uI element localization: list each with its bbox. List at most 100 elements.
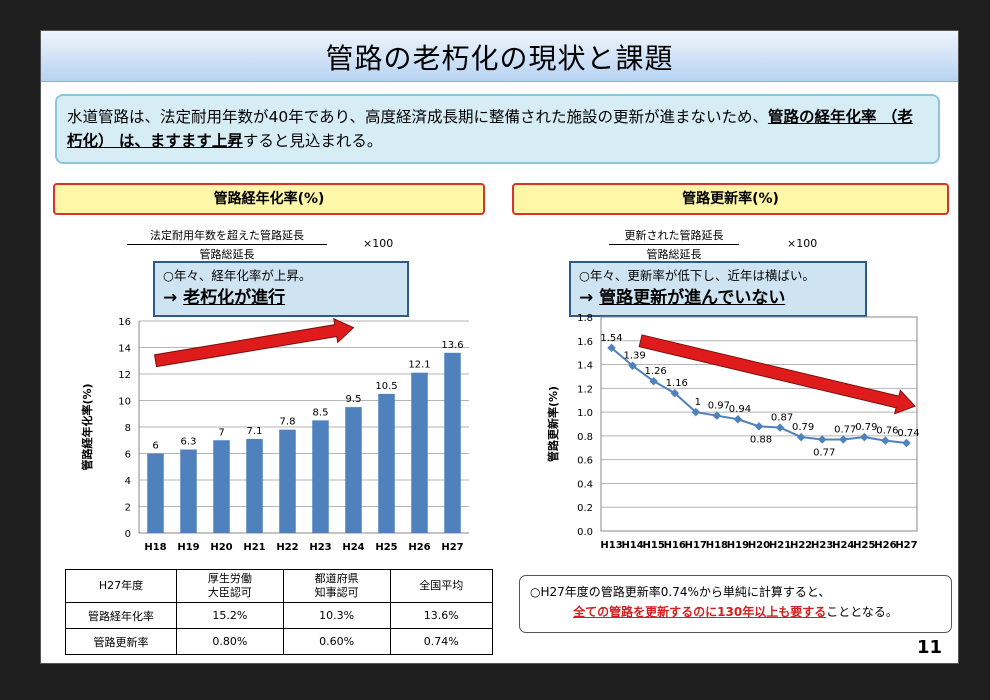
y-tick-label: 6 xyxy=(125,450,131,461)
data-label: 0.74 xyxy=(897,428,919,439)
table-cell: 15.2% xyxy=(176,602,284,629)
renewal-note-line2: → 管路更新が進んでいない xyxy=(579,286,857,310)
x-tick-label: H18 xyxy=(144,542,166,553)
data-label: 7 xyxy=(218,427,224,438)
table-header-cell: H27年度 xyxy=(64,569,178,603)
bar xyxy=(411,372,428,533)
data-point xyxy=(817,435,827,444)
x-tick-label: H14 xyxy=(621,540,643,551)
aging-formula-numerator: 法定耐用年数を超えた管路延長 xyxy=(127,227,327,245)
y-tick-label: 0.0 xyxy=(577,527,593,538)
x-tick-label: H20 xyxy=(210,542,232,553)
data-point xyxy=(628,361,637,370)
data-point xyxy=(733,415,743,424)
x-tick-label: H22 xyxy=(276,542,298,553)
table-header-cell: 厚生労働 大臣認可 xyxy=(176,569,284,603)
data-label: 0.77 xyxy=(813,447,835,458)
x-tick-label: H15 xyxy=(643,540,665,551)
y-axis-label: 管路経年化率(%) xyxy=(80,383,94,470)
x-tick-label: H21 xyxy=(243,542,265,553)
x-tick-label: H24 xyxy=(342,542,364,553)
x-tick-label: H27 xyxy=(895,540,917,551)
title-band: 管路の老朽化の現状と課題 xyxy=(41,31,958,82)
data-label: 1.26 xyxy=(645,366,667,377)
y-tick-label: 14 xyxy=(118,344,131,355)
bar xyxy=(378,393,395,533)
data-label: 0.77 xyxy=(834,424,856,435)
arrow-icon: → xyxy=(579,288,594,308)
table-header-row: H27年度 厚生労働 大臣認可 都道府県 知事認可 全国平均 xyxy=(64,569,494,603)
data-point xyxy=(712,411,722,420)
renewal-rate-line-chart: 0.0 0.2 0.4 0.6 0.8 1.0 1.2 1.4 1.6 1.8 1.54 H13 1.3… xyxy=(546,313,920,551)
y-tick-label: 1.4 xyxy=(577,361,593,372)
x-tick-label: H17 xyxy=(685,540,707,551)
data-label: 0.97 xyxy=(708,401,730,412)
y-tick-label: 0.2 xyxy=(577,503,593,514)
renewal-note: ○年々、更新率が低下し、近年は横ばい。 → 管路更新が進んでいない xyxy=(569,261,867,317)
plot-frame xyxy=(600,316,918,532)
data-label: 0.87 xyxy=(771,413,793,424)
table-row: 管路経年化率 15.2% 10.3% 13.6% xyxy=(64,602,494,629)
data-label: 6.3 xyxy=(181,437,197,448)
conclusion-emphasis: 全ての管路を更新するのに130年以上も要する xyxy=(573,605,827,619)
intro-text: 水道管路は、法定耐用年数が40年であり、高度経済成長期に整備された施設の更新が進… xyxy=(67,108,768,126)
renewal-formula-times: ×100 xyxy=(787,237,818,250)
renewal-formula-numerator: 更新された管路延長 xyxy=(609,227,739,245)
x-tick-label: H26 xyxy=(874,540,896,551)
data-label: 13.6 xyxy=(441,340,463,351)
y-tick-label: 2 xyxy=(125,503,131,514)
bar xyxy=(279,429,296,533)
aging-formula: 法定耐用年数を超えた管路延長 管路総延長 xyxy=(127,227,327,262)
data-label: 0.79 xyxy=(792,422,814,433)
renewal-formula: 更新された管路延長 管路総延長 xyxy=(609,227,739,262)
y-tick-label: 8 xyxy=(125,423,131,434)
y-tick-label: 4 xyxy=(125,476,131,487)
data-point xyxy=(691,407,701,417)
aging-note-emphasis: 老朽化が進行 xyxy=(183,288,286,308)
table-cell: 管路経年化率 xyxy=(64,602,178,629)
bar xyxy=(147,453,164,533)
data-label: 12.1 xyxy=(408,360,430,371)
aging-formula-denominator: 管路総延長 xyxy=(199,248,255,261)
bar xyxy=(246,438,263,533)
y-tick-label: 16 xyxy=(118,317,131,328)
intro-box: 水道管路は、法定耐用年数が40年であり、高度経済成長期に整備された施設の更新が進… xyxy=(55,94,940,164)
arrow-icon: → xyxy=(163,288,178,308)
x-tick-label: H26 xyxy=(408,542,430,553)
aging-note: ○年々、経年化率が上昇。 → 老朽化が進行 xyxy=(153,261,409,317)
table-cell: 管路更新率 xyxy=(64,628,178,655)
data-label: 6 xyxy=(152,441,158,452)
y-tick-label: 0.4 xyxy=(577,479,593,490)
bar xyxy=(180,449,197,533)
aging-note-line1: ○年々、経年化率が上昇。 xyxy=(163,268,312,283)
conclusion-line2: 全ての管路を更新するのに130年以上も要することとなる。 xyxy=(530,602,941,622)
renewal-note-line1: ○年々、更新率が低下し、近年は横ばい。 xyxy=(579,268,815,283)
x-tick-label: H24 xyxy=(832,540,854,551)
data-label: 0.76 xyxy=(876,426,898,437)
y-tick-label: 0 xyxy=(125,529,131,540)
x-tick-label: H23 xyxy=(811,540,833,551)
x-tick-label: H25 xyxy=(375,542,397,553)
trend-arrow xyxy=(638,334,916,415)
table-cell: 0.60% xyxy=(282,628,391,655)
table-cell: 0.80% xyxy=(176,628,284,655)
renewal-note-emphasis: 管路更新が進んでいない xyxy=(599,288,786,308)
y-tick-label: 1.8 xyxy=(577,313,593,324)
data-label: 1.16 xyxy=(666,378,688,389)
intro-tail: すると見込まれる。 xyxy=(242,132,383,150)
trend-arrow xyxy=(153,317,355,368)
table-cell: 10.3% xyxy=(282,602,391,629)
x-tick-label: H13 xyxy=(600,540,622,551)
bar xyxy=(345,407,362,533)
y-tick-label: 1.0 xyxy=(577,408,593,419)
aging-rate-bar-chart: 0 2 4 6 8 10 12 14 16 6 H18 6.3 H19 7 H20 7.1 H21 7.8 H22 8… xyxy=(80,317,469,553)
table-cell: 13.6% xyxy=(389,602,494,629)
comparison-table: H27年度 厚生労働 大臣認可 都道府県 知事認可 全国平均 管路経年化率 15.2% 10.3… xyxy=(64,569,494,655)
bar xyxy=(312,420,329,533)
y-tick-label: 12 xyxy=(118,370,131,381)
conclusion-line1: ○H27年度の管路更新率0.74%から単純に計算すると、 xyxy=(530,585,831,599)
data-label: 9.5 xyxy=(346,394,362,405)
x-tick-label: H20 xyxy=(748,540,770,551)
data-point xyxy=(754,422,764,431)
bar xyxy=(213,440,230,533)
